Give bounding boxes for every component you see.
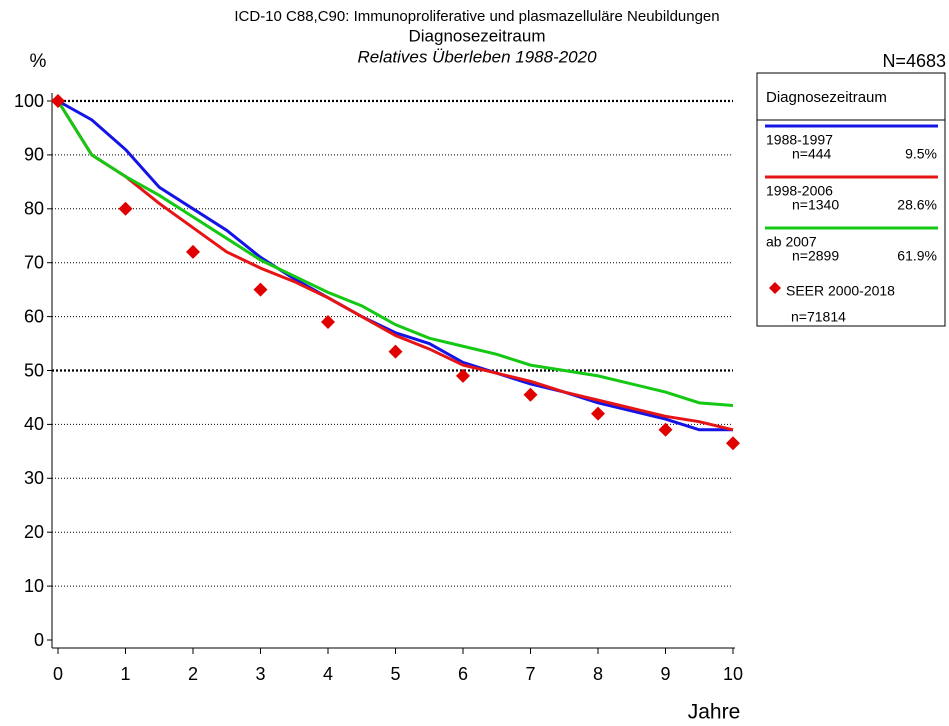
y-tick-label: 100 xyxy=(14,91,44,111)
y-tick-label: 10 xyxy=(24,576,44,596)
data-point xyxy=(726,436,740,451)
data-point xyxy=(388,344,403,359)
data-point xyxy=(523,387,538,402)
data-point xyxy=(658,422,673,437)
legend-label: 1988-1997 xyxy=(766,132,833,148)
x-tick-label: 3 xyxy=(255,664,265,684)
x-tick-label: 0 xyxy=(53,664,63,684)
x-tick-label: 8 xyxy=(593,664,603,684)
y-tick-label: 80 xyxy=(24,199,44,219)
series-line xyxy=(57,99,733,432)
x-tick-label: 2 xyxy=(188,664,198,684)
x-tick-label: 7 xyxy=(525,664,535,684)
legend-share: 61.9% xyxy=(897,248,937,264)
data-point xyxy=(186,244,200,259)
legend-label: SEER 2000-2018 xyxy=(786,283,895,299)
legend-title: Diagnosezeitraum xyxy=(766,89,887,106)
legend-share: 28.6% xyxy=(897,197,937,213)
x-tick-label: 10 xyxy=(723,664,743,684)
legend-count: n=71814 xyxy=(791,309,846,325)
legend-count: n=2899 xyxy=(792,248,839,264)
legend-label: 1998-2006 xyxy=(766,183,833,199)
y-tick-label: 20 xyxy=(24,522,44,542)
data-point xyxy=(253,282,268,297)
chart-subtitle: Relatives Überleben 1988-2020 xyxy=(357,47,597,66)
data-point xyxy=(591,406,605,421)
y-tick-label: 90 xyxy=(24,145,44,165)
x-tick-label: 6 xyxy=(458,664,468,684)
y-tick-label: 70 xyxy=(24,252,44,272)
data-point xyxy=(321,314,335,329)
total-label: N=4683 xyxy=(882,51,946,71)
x-tick-label: 9 xyxy=(660,664,670,684)
data-point xyxy=(456,368,470,383)
chart-subtitle: Diagnosezeitraum xyxy=(408,26,545,45)
y-tick-label: 30 xyxy=(24,468,44,488)
legend-share: 9.5% xyxy=(905,146,937,162)
chart-title: ICD-10 C88,C90: Immunoproliferative und … xyxy=(234,8,719,25)
y-axis-label: % xyxy=(30,51,47,72)
x-tick-label: 1 xyxy=(120,664,130,684)
legend-marker xyxy=(769,282,781,294)
series-line xyxy=(56,100,734,408)
legend-count: n=1340 xyxy=(792,197,839,213)
y-tick-label: 50 xyxy=(24,360,44,380)
x-axis-label: Jahre xyxy=(688,701,741,724)
series-line xyxy=(56,100,734,432)
x-tick-label: 4 xyxy=(323,664,333,684)
y-tick-label: 40 xyxy=(24,414,44,434)
legend-box xyxy=(756,72,946,327)
y-tick-label: 60 xyxy=(24,306,44,326)
legend-count: n=444 xyxy=(792,146,832,162)
data-point xyxy=(51,94,65,108)
data-point xyxy=(118,201,133,216)
x-tick-label: 5 xyxy=(390,664,400,684)
legend-label: ab 2007 xyxy=(766,234,817,250)
y-tick-label: 0 xyxy=(34,630,44,650)
